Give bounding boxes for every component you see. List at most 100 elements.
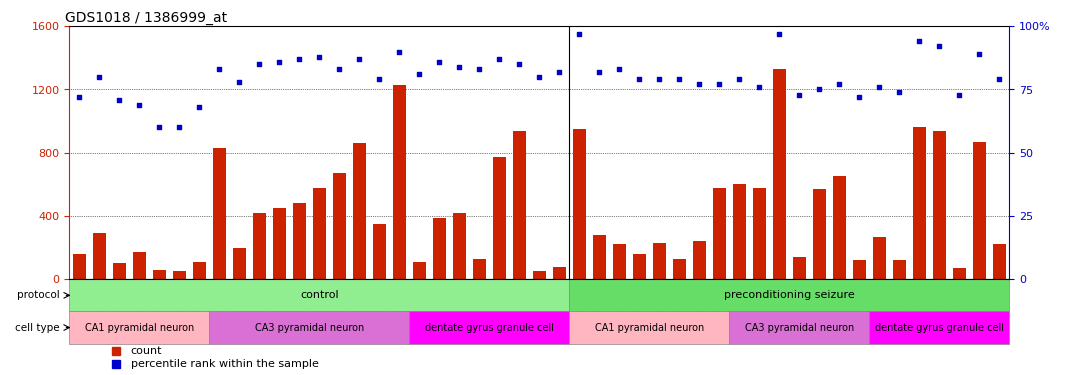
Point	[271, 58, 288, 64]
Point	[371, 76, 388, 82]
Point	[790, 92, 807, 98]
Point	[711, 81, 728, 87]
Point	[971, 51, 988, 57]
Bar	[613, 244, 626, 279]
Bar	[352, 143, 366, 279]
Bar	[673, 259, 686, 279]
Bar	[293, 203, 305, 279]
Bar	[953, 268, 965, 279]
Text: dentate gyrus granule cell: dentate gyrus granule cell	[875, 322, 1004, 333]
Point	[391, 48, 408, 54]
Point	[831, 81, 848, 87]
Point	[870, 84, 888, 90]
Point	[611, 66, 628, 72]
Bar	[572, 129, 586, 279]
Bar	[213, 148, 226, 279]
Bar	[633, 254, 646, 279]
Bar	[409, 312, 569, 344]
Text: preconditioning seizure: preconditioning seizure	[724, 290, 854, 300]
Bar	[73, 254, 85, 279]
Bar	[729, 312, 869, 344]
Bar	[833, 177, 846, 279]
Bar	[233, 248, 246, 279]
Bar	[513, 130, 525, 279]
Point	[70, 94, 88, 100]
Point	[231, 79, 248, 85]
Point	[451, 64, 468, 70]
Bar	[69, 279, 569, 312]
Point	[91, 74, 108, 80]
Bar	[333, 173, 346, 279]
Text: GDS1018 / 1386999_at: GDS1018 / 1386999_at	[65, 11, 226, 25]
Bar	[413, 262, 426, 279]
Text: CA1 pyramidal neuron: CA1 pyramidal neuron	[84, 322, 194, 333]
Point	[531, 74, 548, 80]
Bar	[273, 208, 286, 279]
Point	[210, 66, 227, 72]
Bar	[813, 189, 826, 279]
Point	[491, 56, 508, 62]
Point	[751, 84, 768, 90]
Bar	[93, 233, 106, 279]
Bar	[569, 312, 729, 344]
Point	[851, 94, 868, 100]
Bar	[852, 260, 866, 279]
Point	[631, 76, 648, 82]
Bar	[753, 188, 766, 279]
Point	[350, 56, 367, 62]
Bar	[533, 272, 546, 279]
Bar	[712, 188, 726, 279]
Text: control: control	[300, 290, 339, 300]
Point	[290, 56, 308, 62]
Bar	[913, 128, 926, 279]
Bar	[373, 224, 386, 279]
Bar	[69, 312, 209, 344]
Bar	[313, 188, 326, 279]
Point	[311, 54, 328, 60]
Point	[991, 76, 1008, 82]
Bar	[193, 262, 206, 279]
Text: count: count	[130, 346, 162, 356]
Point	[911, 38, 928, 44]
Bar	[792, 257, 805, 279]
Point	[111, 97, 128, 103]
Text: protocol: protocol	[17, 290, 60, 300]
Point	[151, 124, 168, 130]
Text: CA3 pyramidal neuron: CA3 pyramidal neuron	[744, 322, 854, 333]
Point	[671, 76, 688, 82]
Bar	[869, 312, 1009, 344]
Bar	[209, 312, 409, 344]
Bar	[593, 235, 606, 279]
Bar	[873, 237, 885, 279]
Text: CA1 pyramidal neuron: CA1 pyramidal neuron	[595, 322, 704, 333]
Bar	[932, 130, 946, 279]
Bar	[153, 270, 166, 279]
Point	[511, 61, 528, 67]
Bar	[993, 244, 1006, 279]
Point	[650, 76, 668, 82]
Point	[591, 69, 608, 75]
Bar	[473, 259, 486, 279]
Bar	[173, 272, 186, 279]
Bar	[132, 252, 146, 279]
Text: cell type: cell type	[15, 322, 60, 333]
Point	[471, 66, 488, 72]
Point	[951, 92, 968, 98]
Bar	[433, 217, 445, 279]
Point	[691, 81, 708, 87]
Text: dentate gyrus granule cell: dentate gyrus granule cell	[425, 322, 554, 333]
Point	[891, 89, 908, 95]
Point	[811, 87, 828, 93]
Point	[251, 61, 268, 67]
Text: CA3 pyramidal neuron: CA3 pyramidal neuron	[255, 322, 364, 333]
Point	[411, 71, 428, 77]
Bar	[569, 279, 1009, 312]
Point	[570, 31, 587, 37]
Point	[191, 104, 208, 110]
Bar	[253, 213, 266, 279]
Bar	[733, 184, 745, 279]
Bar	[773, 69, 786, 279]
Bar	[553, 267, 566, 279]
Point	[731, 76, 748, 82]
Point	[930, 44, 947, 50]
